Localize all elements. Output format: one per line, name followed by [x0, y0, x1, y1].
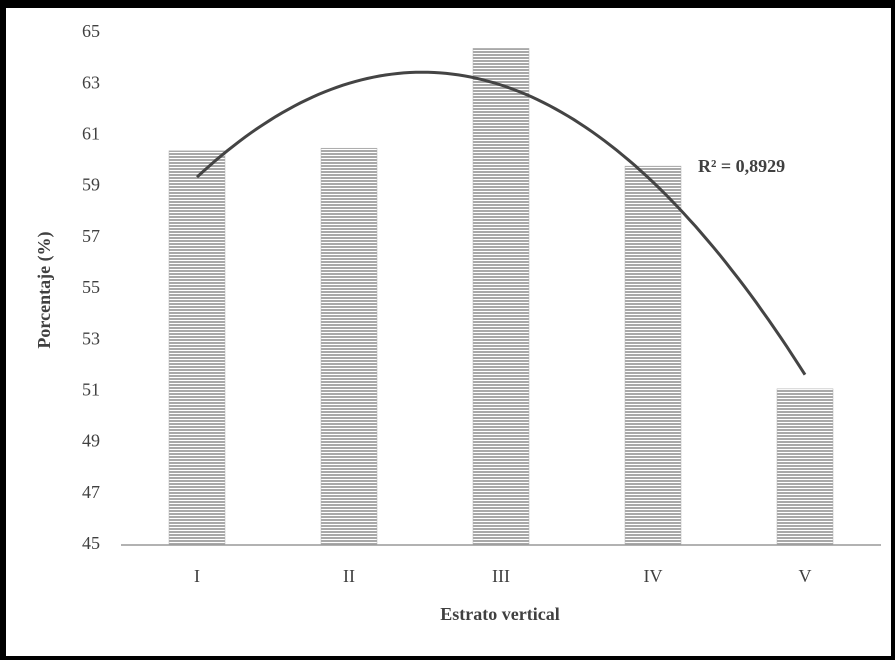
x-tick-label: IV: [644, 566, 663, 586]
x-tick-label: I: [194, 566, 200, 586]
y-tick-label: 49: [82, 431, 100, 451]
y-tick-label: 57: [82, 226, 100, 246]
bar: [624, 165, 682, 546]
y-tick-label: 59: [82, 175, 100, 195]
bar: [776, 388, 834, 546]
bar: [320, 147, 378, 546]
x-axis-label: Estrato vertical: [440, 604, 559, 624]
y-tick-label: 51: [82, 380, 100, 400]
bar: [168, 150, 226, 546]
x-tick-label: V: [799, 566, 812, 586]
y-tick-label: 61: [82, 124, 100, 144]
y-tick-label: 65: [82, 21, 100, 41]
chart-background: [6, 8, 891, 656]
y-axis-label: Porcentaje (%): [34, 231, 55, 348]
x-tick-label: II: [343, 566, 355, 586]
y-tick-label: 47: [82, 482, 100, 502]
trendline-label: R² = 0,8929: [698, 156, 785, 176]
y-tick-label: 55: [82, 277, 100, 297]
bar: [472, 48, 530, 546]
y-tick-label: 45: [82, 533, 100, 553]
x-tick-label: III: [492, 566, 510, 586]
trendline: [195, 70, 807, 376]
y-tick-label: 53: [82, 328, 100, 348]
y-tick-label: 63: [82, 72, 100, 92]
